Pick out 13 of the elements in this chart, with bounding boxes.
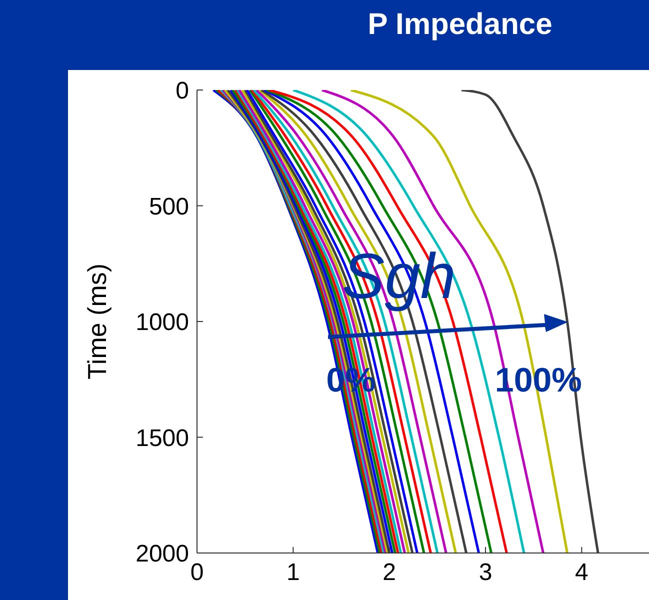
y-axis-title: Time (ms): [82, 263, 112, 380]
y-tick-label: 0: [176, 78, 189, 105]
x-tick-label: 4: [575, 559, 588, 586]
line-series: [460, 90, 600, 553]
y-tick-label: 1500: [136, 424, 189, 452]
y-tick-label: 2000: [136, 540, 189, 568]
x-tick-label: 3: [478, 559, 492, 586]
x-tick-label: 2: [382, 559, 396, 586]
annotation: 0%: [326, 361, 376, 400]
x-tick-label: 1: [286, 559, 300, 586]
y-tick-label: 1000: [136, 309, 189, 336]
y-tick-label: 500: [148, 193, 189, 220]
chart-title: P Impedance: [366, 8, 554, 42]
